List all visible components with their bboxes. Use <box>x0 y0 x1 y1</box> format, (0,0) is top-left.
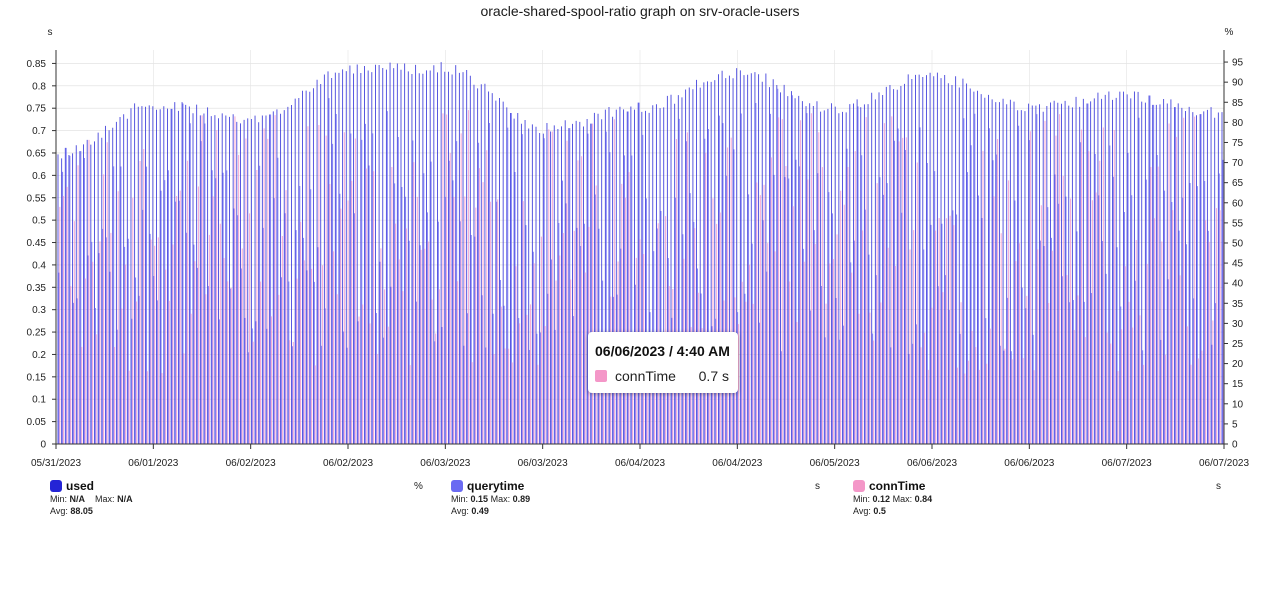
right-tick-label: 60 <box>1232 198 1244 209</box>
right-tick-label: 75 <box>1232 138 1244 149</box>
x-tick-label: 06/05/2023 <box>810 458 860 469</box>
legend-avg-used: Avg: 88.05 <box>50 506 93 516</box>
left-tick-label: 0.55 <box>27 193 47 204</box>
left-tick-label: 0.3 <box>32 305 46 316</box>
left-tick-label: 0.5 <box>32 216 46 227</box>
left-tick-label: 0.1 <box>32 395 46 406</box>
legend-name-querytime: querytime <box>467 479 525 493</box>
right-tick-label: 55 <box>1232 218 1244 229</box>
x-tick-label: 06/01/2023 <box>128 458 178 469</box>
x-tick-label: 06/04/2023 <box>712 458 762 469</box>
x-tick-label: 06/02/2023 <box>323 458 373 469</box>
left-tick-label: 0.45 <box>27 238 47 249</box>
legend-minmax-querytime: Min: 0.15 Max: 0.89 <box>451 494 531 504</box>
x-tick-label: 06/06/2023 <box>1004 458 1054 469</box>
x-tick-label: 05/31/2023 <box>31 458 81 469</box>
left-tick-label: 0.4 <box>32 260 46 271</box>
left-tick-label: 0.25 <box>27 328 47 339</box>
left-axis-unit: s <box>48 27 53 38</box>
right-tick-label: 10 <box>1232 399 1244 410</box>
left-tick-label: 0.65 <box>27 148 47 159</box>
x-tick-label: 06/03/2023 <box>518 458 568 469</box>
right-tick-label: 20 <box>1232 359 1244 370</box>
left-tick-label: 0.05 <box>27 417 47 428</box>
left-tick-label: 0.2 <box>32 350 46 361</box>
x-tick-label: 06/04/2023 <box>615 458 665 469</box>
right-tick-label: 90 <box>1232 78 1244 89</box>
right-tick-label: 95 <box>1232 58 1244 69</box>
legend-name-conntime: connTime <box>869 479 926 493</box>
right-tick-label: 0 <box>1232 440 1238 451</box>
legend-swatch-conntime <box>853 480 865 492</box>
right-tick-label: 85 <box>1232 98 1244 109</box>
right-tick-label: 65 <box>1232 178 1244 189</box>
left-tick-label: 0.6 <box>32 171 46 182</box>
right-tick-label: 15 <box>1232 379 1244 390</box>
left-tick-label: 0 <box>40 440 46 451</box>
right-tick-label: 80 <box>1232 118 1244 129</box>
legend-unit-conntime: s <box>1216 481 1221 492</box>
tooltip-time: 06/06/2023 / 4:40 AM <box>595 343 730 359</box>
tooltip-swatch <box>595 370 607 382</box>
legend-avg-querytime: Avg: 0.49 <box>451 506 489 516</box>
right-tick-label: 70 <box>1232 158 1244 169</box>
chart-tooltip: 06/06/2023 / 4:40 AM connTime 0.7 s <box>588 332 738 393</box>
x-tick-label: 06/02/2023 <box>226 458 276 469</box>
right-tick-label: 30 <box>1232 319 1244 330</box>
x-tick-label: 06/06/2023 <box>907 458 957 469</box>
x-tick-label: 06/07/2023 <box>1199 458 1249 469</box>
left-tick-label: 0.15 <box>27 372 47 383</box>
x-tick-label: 06/03/2023 <box>420 458 470 469</box>
left-tick-label: 0.35 <box>27 283 47 294</box>
right-axis-unit: % <box>1225 27 1234 38</box>
legend-minmax-used: Min: N/A Max: N/A <box>50 494 133 504</box>
right-tick-label: 50 <box>1232 238 1244 249</box>
legend-avg-conntime: Avg: 0.5 <box>853 506 886 516</box>
legend-swatch-used <box>50 480 62 492</box>
tooltip-series-name: connTime <box>615 368 676 384</box>
right-tick-label: 25 <box>1232 339 1244 350</box>
x-tick-label: 06/07/2023 <box>1102 458 1152 469</box>
right-tick-label: 45 <box>1232 259 1244 270</box>
left-tick-label: 0.85 <box>27 59 47 70</box>
left-tick-label: 0.75 <box>27 104 47 115</box>
legend-swatch-querytime <box>451 480 463 492</box>
legend-minmax-conntime: Min: 0.12 Max: 0.84 <box>853 494 933 504</box>
legend-unit-querytime: s <box>815 481 820 492</box>
right-tick-label: 40 <box>1232 279 1244 290</box>
tooltip-value: 0.7 s <box>698 368 729 384</box>
chart-title: oracle-shared-spool-ratio graph on srv-o… <box>480 3 800 19</box>
legend-unit-used: % <box>414 481 423 492</box>
right-tick-label: 35 <box>1232 299 1244 310</box>
legend-name-used: used <box>66 479 95 493</box>
left-tick-label: 0.7 <box>32 126 46 137</box>
right-tick-label: 5 <box>1232 419 1238 430</box>
left-tick-label: 0.8 <box>32 81 46 92</box>
